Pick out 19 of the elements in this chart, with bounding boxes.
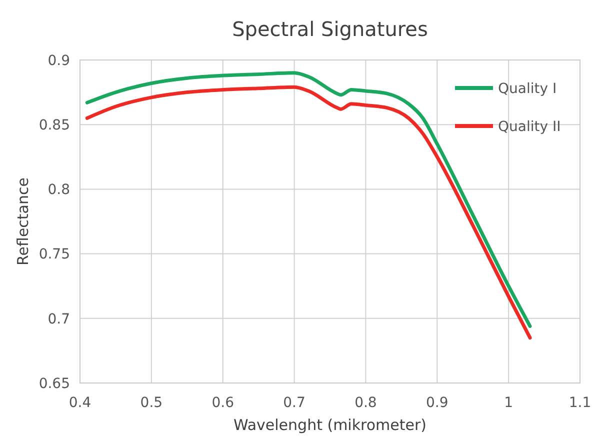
x-axis-title: Wavelenght (mikrometer) xyxy=(233,416,427,434)
y-tick-label: 0.65 xyxy=(38,376,70,392)
y-tick-label: 0.7 xyxy=(48,311,70,328)
x-tick-label: 0.5 xyxy=(140,395,163,411)
x-tick-label: 0.4 xyxy=(68,395,92,411)
y-tick-label: 0.8 xyxy=(48,182,70,198)
x-tick-label: 0.9 xyxy=(426,395,448,411)
chart-title: Spectral Signatures xyxy=(232,17,428,41)
y-tick-label: 0.75 xyxy=(38,246,70,263)
y-axis-title: Reflectance xyxy=(14,178,32,266)
x-tick-label: 1 xyxy=(504,395,514,411)
x-tick-label: 0.6 xyxy=(212,395,234,411)
x-tick-label: 0.8 xyxy=(354,395,377,411)
legend-label: Quality I xyxy=(498,80,557,97)
y-tick-label: 0.9 xyxy=(48,52,70,69)
y-tick-label: 0.85 xyxy=(38,118,70,134)
x-tick-label: 1.1 xyxy=(568,395,592,411)
legend-label: Quality II xyxy=(498,118,561,135)
x-tick-label: 0.7 xyxy=(283,395,306,411)
